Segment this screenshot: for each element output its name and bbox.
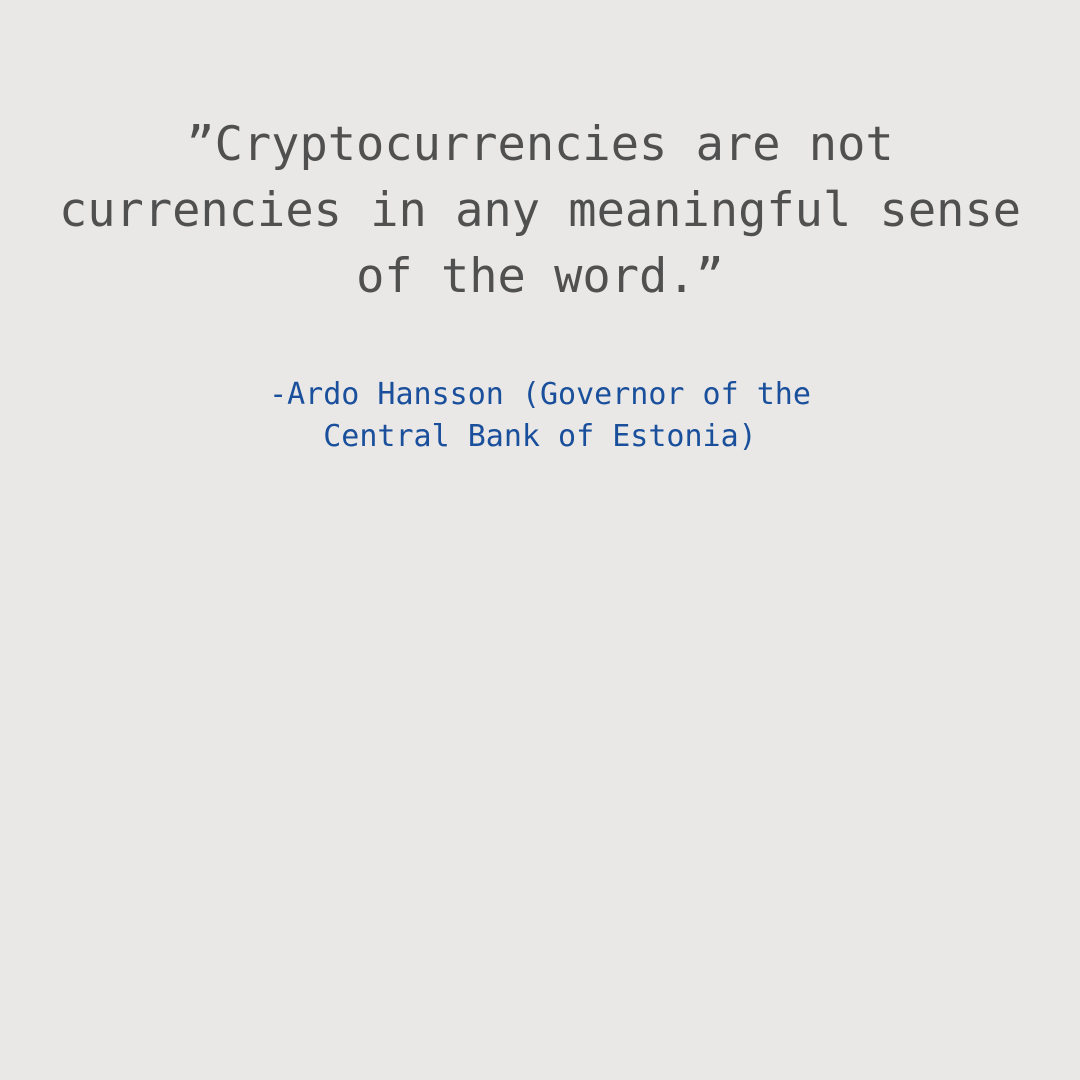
quote-line-1: ”Cryptocurrencies are not bbox=[186, 117, 894, 172]
attribution-line-1: -Ardo Hansson (Governor of the bbox=[269, 377, 811, 412]
quote-line-2: currencies in any meaningful sense bbox=[58, 183, 1022, 238]
quote-line-3: of the word.” bbox=[356, 249, 724, 304]
attribution-line-2: Central Bank of Estonia) bbox=[323, 419, 757, 454]
